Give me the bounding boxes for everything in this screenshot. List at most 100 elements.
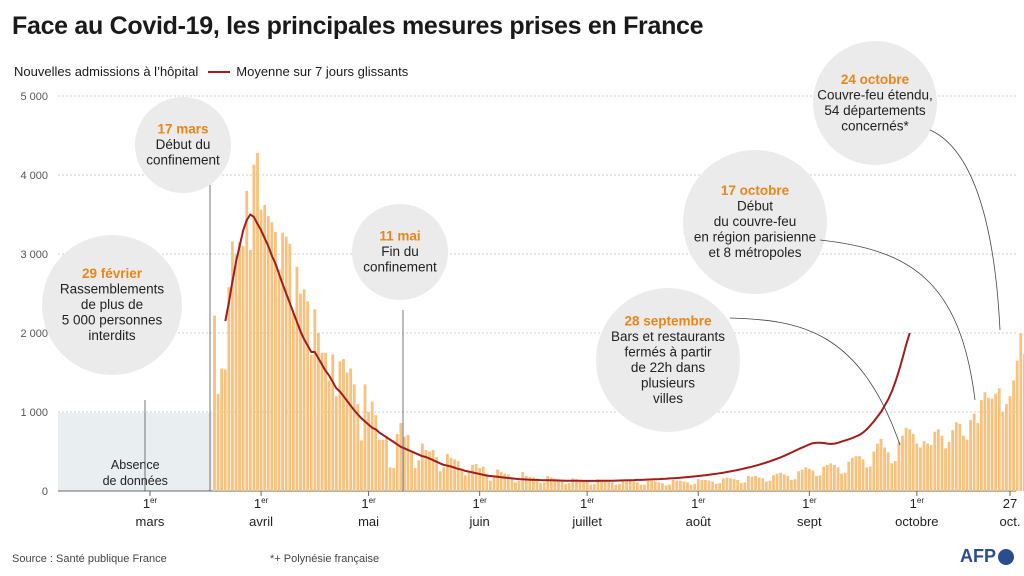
bar [854, 456, 858, 491]
annotation-bubble [683, 150, 827, 294]
annotation-text: 5 000 personnes [62, 313, 163, 328]
bar [277, 269, 281, 491]
bar [446, 453, 449, 491]
bar [747, 475, 750, 491]
y-tick-label: 4 000 [20, 170, 48, 182]
bar [843, 472, 847, 491]
bar [259, 209, 263, 491]
bar [739, 483, 743, 491]
bar [858, 456, 861, 491]
bar [238, 242, 241, 491]
bar [800, 469, 804, 491]
x-tick-number: 27 [1003, 496, 1017, 511]
bar [833, 464, 836, 491]
bar [736, 479, 740, 491]
bar [234, 254, 238, 491]
bar [879, 438, 883, 491]
annotation-text: Fin du [381, 244, 419, 259]
bar [639, 484, 643, 491]
annotation-text: de plus de [81, 297, 143, 312]
bar [721, 478, 725, 491]
bar [600, 479, 603, 491]
bar [352, 384, 356, 491]
bar [901, 435, 904, 491]
annotation-text: de 22h dans [631, 360, 706, 375]
bar [911, 434, 915, 491]
bar [338, 361, 342, 491]
bar [403, 436, 406, 491]
bar [360, 440, 363, 491]
bar [388, 467, 392, 491]
x-tick-label: mars [136, 514, 165, 529]
bar [485, 473, 489, 491]
annotation-text: Début [737, 199, 773, 214]
bar [295, 266, 299, 491]
bar [596, 479, 600, 491]
bar [299, 293, 302, 491]
bar [678, 480, 682, 491]
bar [496, 469, 499, 491]
bar [936, 429, 940, 491]
annotation-text: confinement [146, 153, 220, 168]
bar [370, 401, 374, 491]
bar [274, 231, 277, 491]
bar [725, 477, 729, 491]
bar [990, 398, 994, 491]
annotation-date: 17 octobre [721, 183, 790, 198]
afp-logo: AFP [960, 546, 1014, 567]
bar [284, 236, 288, 491]
bar [578, 479, 582, 491]
bar [764, 481, 768, 491]
x-tick-number: 1er [802, 496, 817, 511]
bar [779, 472, 783, 491]
bar [804, 467, 808, 491]
bar [962, 435, 965, 491]
bar [965, 439, 969, 491]
x-tick-label: mai [358, 514, 379, 529]
bar [399, 423, 403, 491]
bar [248, 250, 252, 491]
bar [840, 473, 843, 491]
bar [266, 216, 270, 491]
bar [309, 355, 313, 491]
no-data-region [58, 413, 213, 491]
bar [793, 479, 797, 491]
bar [406, 434, 410, 491]
x-tick-label: avril [249, 514, 273, 529]
x-tick-label: oct. [1000, 514, 1021, 529]
bar [865, 467, 869, 491]
bar [893, 460, 897, 491]
x-tick-number: 1er [472, 496, 487, 511]
bar [983, 392, 987, 491]
bar [535, 479, 539, 491]
bar [628, 480, 632, 491]
bar [661, 483, 664, 491]
x-tick-label: juin [469, 514, 490, 529]
legend-bars-label: Nouvelles admissions à l’hôpital [14, 64, 199, 79]
bar [256, 152, 259, 491]
bar [761, 478, 765, 491]
x-tick-number: 1er [143, 496, 158, 511]
bar [589, 484, 593, 491]
bar [976, 423, 980, 491]
bar [517, 480, 521, 491]
bar [463, 475, 467, 491]
bar [822, 466, 826, 491]
bar [263, 205, 267, 491]
bar [614, 484, 618, 491]
bar [632, 481, 636, 491]
bar [585, 481, 589, 491]
bar [610, 482, 614, 491]
bar [915, 443, 919, 491]
bar [1005, 404, 1008, 491]
bar [291, 313, 295, 491]
bar [847, 461, 851, 491]
annotation-date: 24 octobre [841, 72, 910, 87]
x-tick-number: 1er [361, 496, 376, 511]
bar [381, 439, 385, 491]
bar [489, 480, 492, 491]
bar [560, 480, 564, 491]
bar [743, 482, 747, 491]
bar [528, 476, 532, 491]
bar [345, 372, 349, 491]
